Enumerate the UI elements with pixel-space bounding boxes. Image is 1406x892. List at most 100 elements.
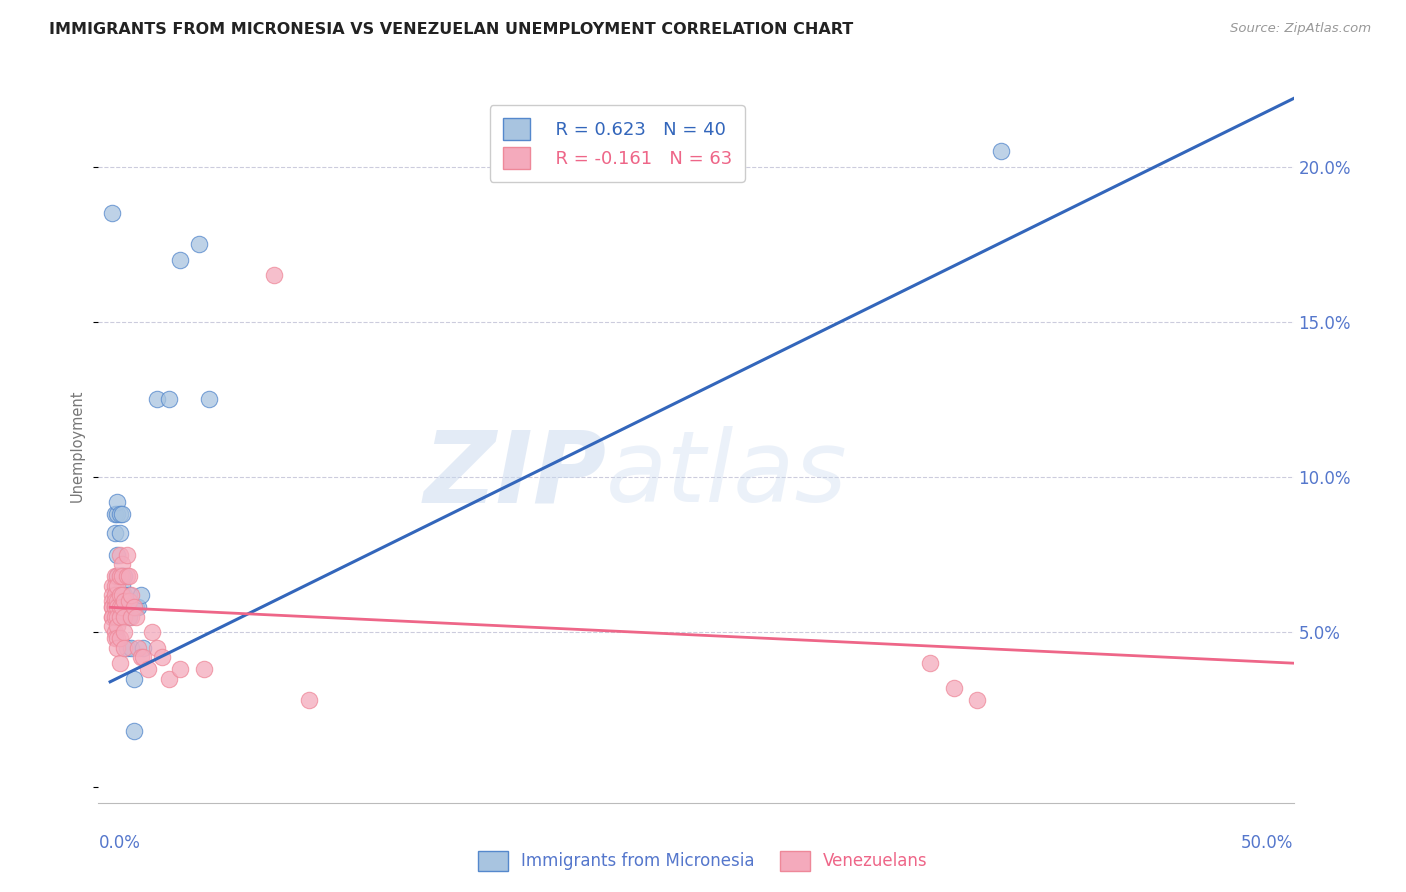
Point xyxy=(115,600,138,615)
Point xyxy=(990,145,1012,159)
Point xyxy=(118,600,141,615)
Point xyxy=(101,206,124,220)
Point xyxy=(120,640,142,655)
Point xyxy=(127,600,149,615)
Point xyxy=(111,600,134,615)
Point xyxy=(966,693,988,707)
Point xyxy=(132,650,155,665)
Text: atlas: atlas xyxy=(606,426,848,523)
Point xyxy=(115,600,138,615)
Point xyxy=(104,609,127,624)
Point xyxy=(105,640,128,655)
Point xyxy=(942,681,965,695)
Point xyxy=(157,392,180,407)
Point xyxy=(112,609,135,624)
Point xyxy=(111,569,134,583)
Point xyxy=(101,594,124,608)
Point xyxy=(129,650,152,665)
Point xyxy=(104,569,127,583)
Point xyxy=(101,609,124,624)
Point xyxy=(188,237,211,252)
Point xyxy=(105,569,128,583)
Point xyxy=(150,650,173,665)
Point xyxy=(108,656,131,670)
Point xyxy=(111,508,134,522)
Text: Source: ZipAtlas.com: Source: ZipAtlas.com xyxy=(1230,22,1371,36)
Point xyxy=(105,569,128,583)
Point xyxy=(115,640,138,655)
Point xyxy=(112,625,135,640)
Point xyxy=(104,600,127,615)
Legend:   R = 0.623   N = 40,   R = -0.161   N = 63: R = 0.623 N = 40, R = -0.161 N = 63 xyxy=(489,105,745,182)
Point xyxy=(122,600,145,615)
Point xyxy=(108,569,131,583)
Point xyxy=(169,662,191,676)
Point xyxy=(146,392,169,407)
Point xyxy=(105,579,128,593)
Point xyxy=(169,252,191,267)
Text: IMMIGRANTS FROM MICRONESIA VS VENEZUELAN UNEMPLOYMENT CORRELATION CHART: IMMIGRANTS FROM MICRONESIA VS VENEZUELAN… xyxy=(49,22,853,37)
Point xyxy=(105,548,128,562)
Point xyxy=(101,609,124,624)
Point xyxy=(118,594,141,608)
Point xyxy=(108,525,131,540)
Text: 0.0%: 0.0% xyxy=(98,834,141,852)
Point xyxy=(111,594,134,608)
Point xyxy=(101,579,124,593)
Point xyxy=(104,625,127,640)
Point xyxy=(122,600,145,615)
Point xyxy=(298,693,321,707)
Point xyxy=(115,594,138,608)
Point xyxy=(108,632,131,646)
Point xyxy=(105,508,128,522)
Point xyxy=(101,600,124,615)
Point xyxy=(108,600,131,615)
Point xyxy=(104,632,127,646)
Point xyxy=(115,548,138,562)
Point xyxy=(112,588,135,602)
Point xyxy=(104,508,127,522)
Point xyxy=(101,619,124,633)
Point xyxy=(112,609,135,624)
Point xyxy=(105,600,128,615)
Y-axis label: Unemployment: Unemployment xyxy=(70,390,86,502)
Legend: Immigrants from Micronesia, Venezuelans: Immigrants from Micronesia, Venezuelans xyxy=(470,842,936,880)
Point xyxy=(111,557,134,571)
Point xyxy=(108,508,131,522)
Point xyxy=(122,672,145,686)
Point xyxy=(146,640,169,655)
Point xyxy=(122,724,145,739)
Text: ZIP: ZIP xyxy=(423,426,606,523)
Point xyxy=(105,632,128,646)
Point xyxy=(125,600,148,615)
Point xyxy=(920,656,942,670)
Point xyxy=(111,569,134,583)
Point xyxy=(105,495,128,509)
Point xyxy=(111,579,134,593)
Point xyxy=(104,594,127,608)
Point xyxy=(104,525,127,540)
Point xyxy=(136,662,159,676)
Point xyxy=(105,619,128,633)
Point xyxy=(120,600,142,615)
Point xyxy=(127,640,149,655)
Point xyxy=(108,588,131,602)
Point xyxy=(129,588,152,602)
Point xyxy=(104,588,127,602)
Point xyxy=(263,268,285,283)
Point xyxy=(197,392,219,407)
Point xyxy=(118,569,141,583)
Point xyxy=(118,588,141,602)
Point xyxy=(193,662,215,676)
Point xyxy=(111,588,134,602)
Point xyxy=(101,600,124,615)
Text: 50.0%: 50.0% xyxy=(1241,834,1294,852)
Point xyxy=(108,548,131,562)
Point xyxy=(157,672,180,686)
Point xyxy=(112,569,135,583)
Point xyxy=(112,640,135,655)
Point xyxy=(108,609,131,624)
Point xyxy=(132,640,155,655)
Point xyxy=(118,609,141,624)
Point xyxy=(125,609,148,624)
